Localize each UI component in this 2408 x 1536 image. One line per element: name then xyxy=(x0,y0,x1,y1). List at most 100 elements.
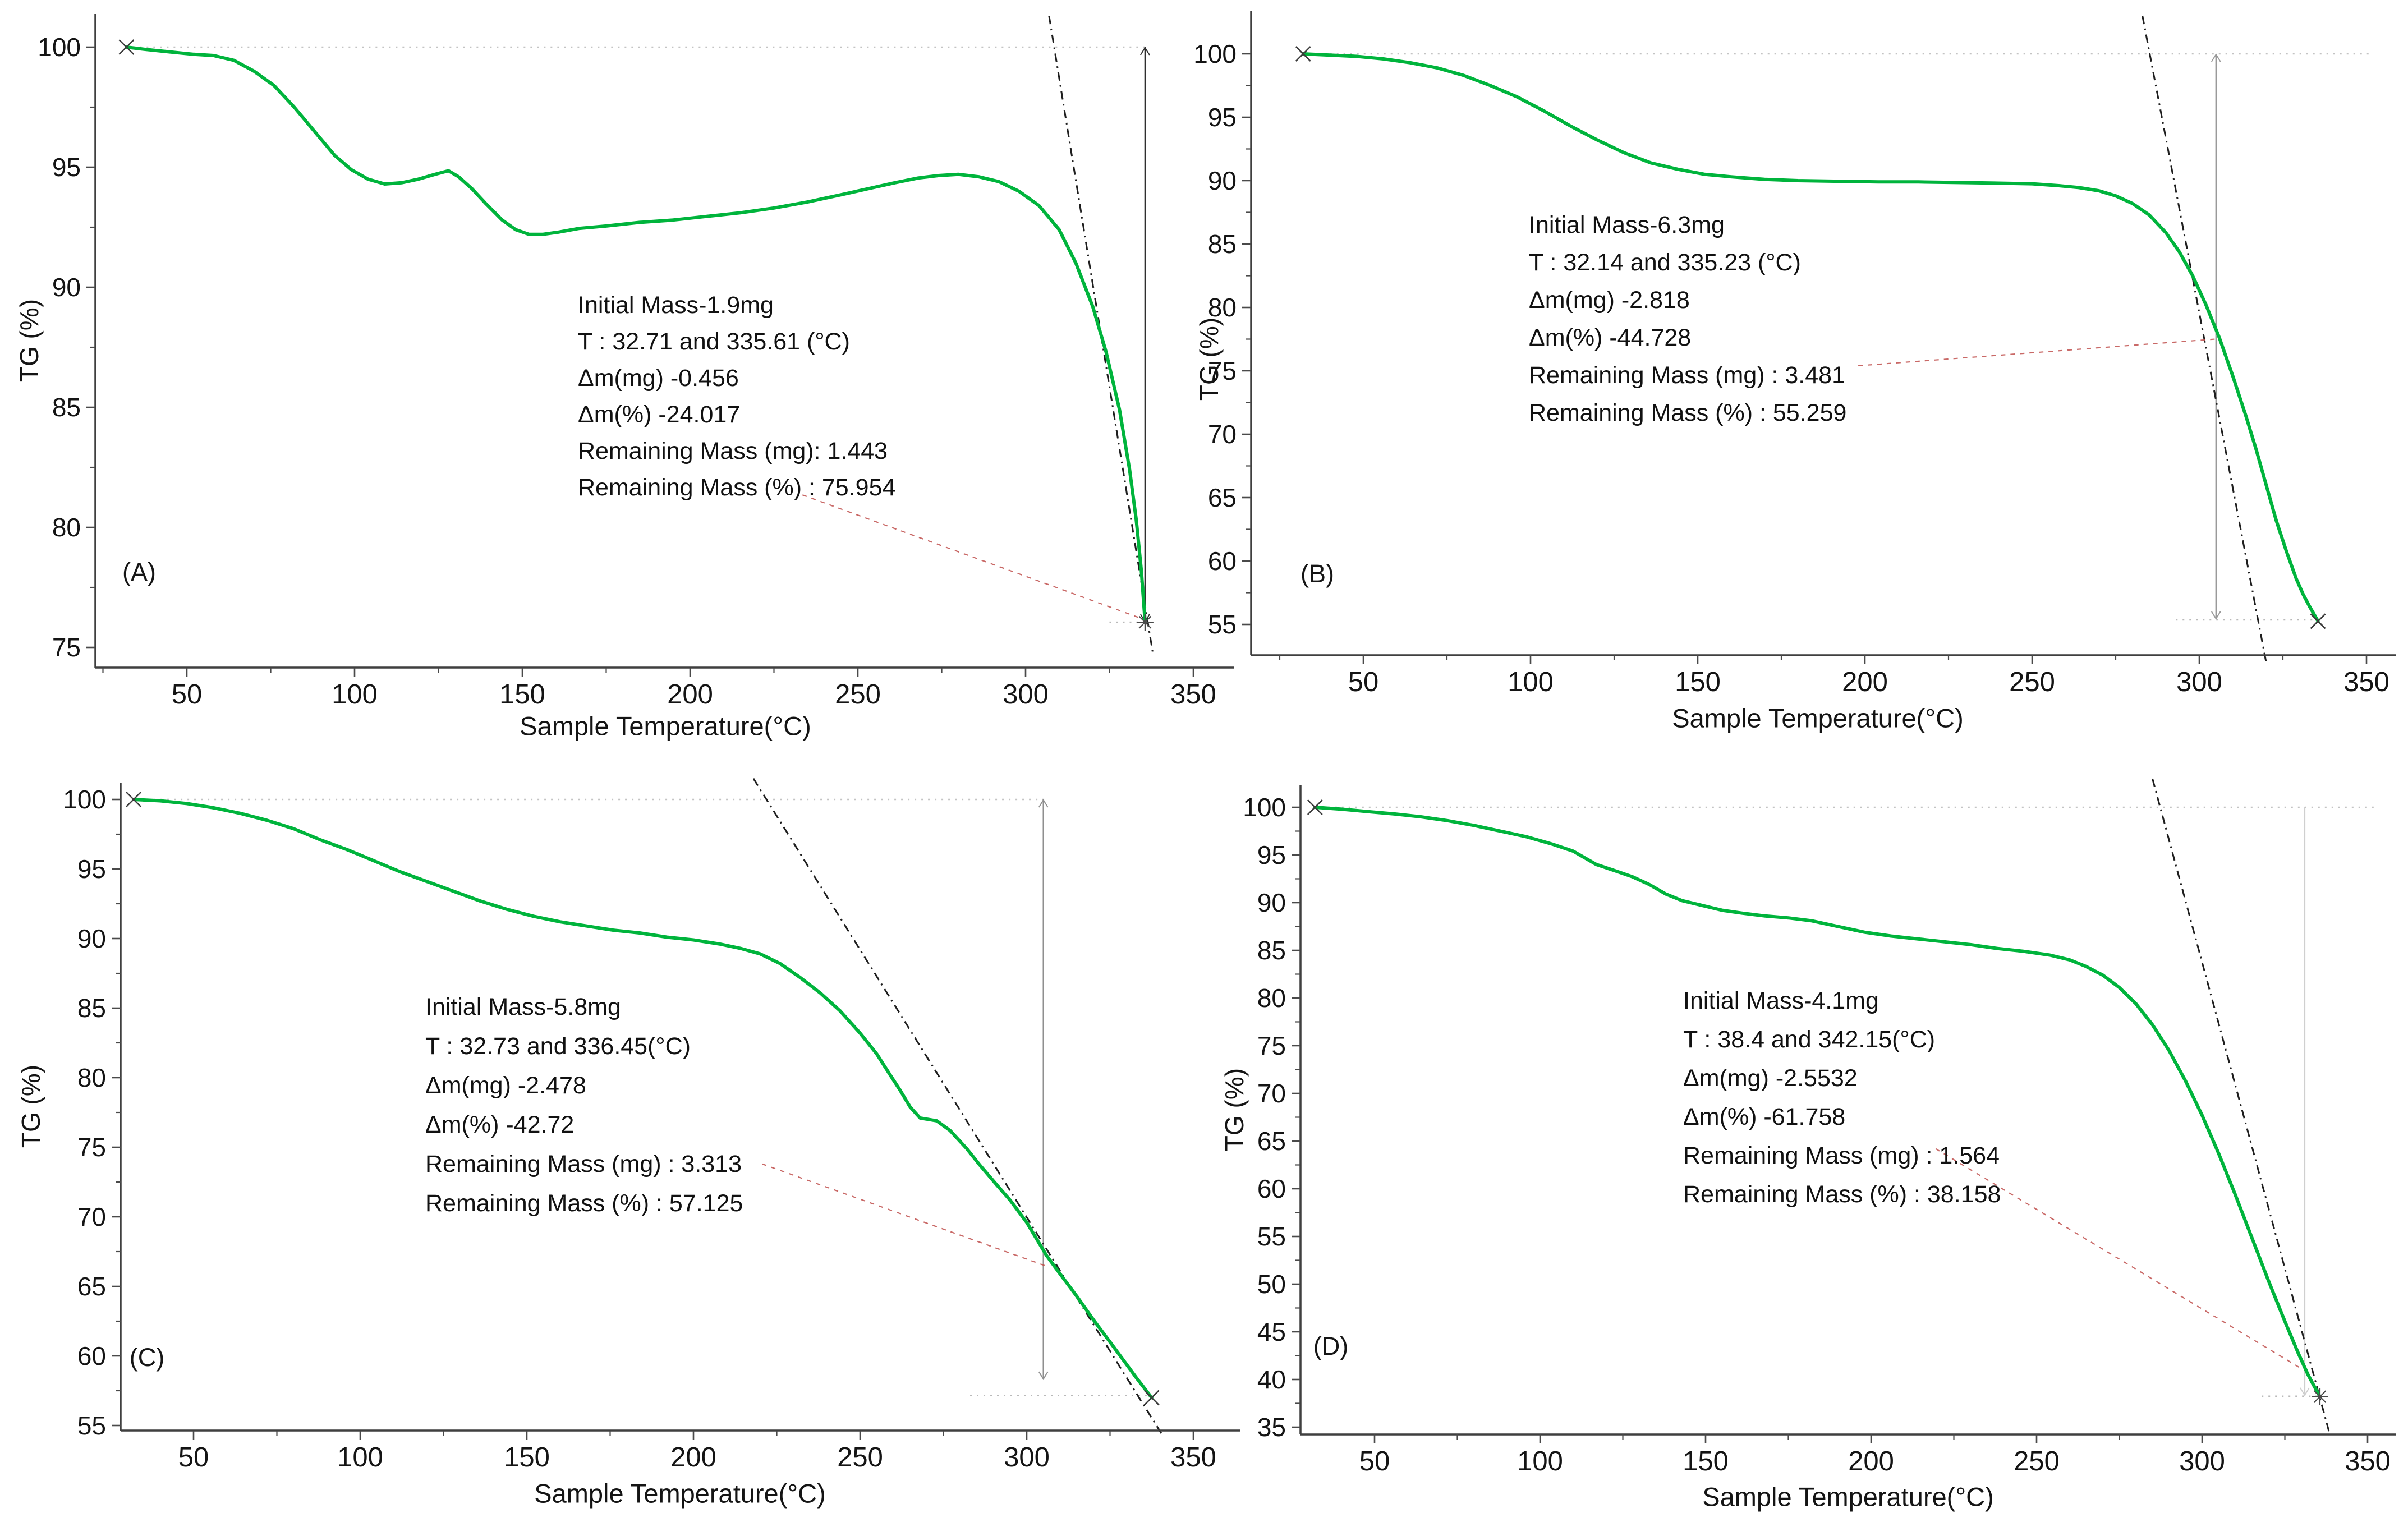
x-tick-label: 250 xyxy=(835,679,881,710)
axes-lines xyxy=(1299,785,2396,1436)
x-axis-title-c: Sample Temperature(°C) xyxy=(534,1478,826,1509)
y-tick-label: 85 xyxy=(52,393,81,422)
tangent-line xyxy=(1048,16,1154,655)
tg-curve xyxy=(1313,806,2322,1399)
y-axis-title-c: TG (%) xyxy=(16,1064,45,1148)
remaining-mass-leader-line xyxy=(761,1163,1049,1268)
annotation-block-d: Initial Mass-4.1mg T : 38.4 and 342.15(°… xyxy=(1683,982,2001,1214)
annotation-remaining-mass-mg: Remaining Mass (mg) : 1.564 xyxy=(1683,1142,2000,1169)
plot-panel-c: 50 100 150 200 250 300 350 100 95 90 85 80 75 70 65 60 5… xyxy=(63,778,1240,1473)
axes-lines xyxy=(94,14,1234,669)
tangent-line xyxy=(2142,15,2267,663)
annotation-remaining-mass-pct: Remaining Mass (%) : 38.158 xyxy=(1683,1181,2001,1208)
y-tick-label: 80 xyxy=(77,1063,106,1092)
y-tick-label: 80 xyxy=(1208,293,1237,322)
annotation-temperature-range: T : 32.14 and 335.23 (°C) xyxy=(1529,249,1801,276)
y-tick-label: 85 xyxy=(1208,229,1237,259)
y-tick-label: 75 xyxy=(1257,1031,1286,1060)
x-tick-label: 300 xyxy=(2176,667,2222,697)
annotation-delta-m-pct: Δm(%) -44.728 xyxy=(1529,324,1692,351)
remaining-mass-leader-line xyxy=(1858,338,2216,367)
y-tick-label: 80 xyxy=(1257,983,1286,1013)
annotation-initial-mass: Initial Mass-5.8mg xyxy=(425,994,621,1020)
y-tick-label: 50 xyxy=(1257,1270,1286,1299)
y-tick-label: 65 xyxy=(1257,1126,1286,1156)
x-tick-label: 100 xyxy=(1508,667,1554,697)
y-tick-label: 90 xyxy=(1208,166,1237,195)
tg-curve xyxy=(125,45,1147,623)
y-tick-label: 45 xyxy=(1257,1317,1286,1346)
tg-curve xyxy=(1301,52,2320,623)
x-tick-label: 250 xyxy=(837,1442,883,1473)
tg-curve xyxy=(132,798,1154,1400)
y-tick-label: 100 xyxy=(1193,39,1237,68)
plot-panel-b: 50 100 150 200 250 300 350 100 95 90 85 80 75 70 65 60 5… xyxy=(1193,11,2396,697)
panel-label-c: (C) xyxy=(129,1343,165,1372)
annotation-block-c: Initial Mass-5.8mg T : 32.73 and 336.45(… xyxy=(425,987,743,1223)
annotation-remaining-mass-mg: Remaining Mass (mg) : 3.481 xyxy=(1529,362,1845,389)
annotation-block-a: Initial Mass-1.9mg T : 32.71 and 335.61 … xyxy=(578,287,895,506)
y-tick-label: 35 xyxy=(1257,1413,1286,1442)
y-tick-label: 85 xyxy=(77,994,106,1023)
x-tick-label: 300 xyxy=(2179,1446,2225,1477)
annotation-initial-mass: Initial Mass-4.1mg xyxy=(1683,987,1879,1014)
y-tick-label: 85 xyxy=(1257,936,1286,965)
y-tick-label: 70 xyxy=(77,1202,106,1231)
x-tick-label: 200 xyxy=(670,1442,716,1473)
x-tick-label: 350 xyxy=(1170,1442,1216,1473)
y-tick-label: 65 xyxy=(1208,483,1237,512)
annotation-remaining-mass-pct: Remaining Mass (%) : 75.954 xyxy=(578,474,896,501)
y-tick-label: 95 xyxy=(1208,103,1237,132)
x-tick-label: 300 xyxy=(1004,1442,1050,1473)
annotation-remaining-mass-pct: Remaining Mass (%) : 55.259 xyxy=(1529,399,1847,426)
x-tick-label: 300 xyxy=(1003,679,1049,710)
y-tick-label: 70 xyxy=(1208,420,1237,449)
plot-panel-a: 50 100 150 200 250 300 350 100 95 90 85 80 75 xyxy=(38,14,1234,710)
annotation-delta-m-mg: Δm(mg) -2.818 xyxy=(1529,287,1690,314)
axes-lines xyxy=(1250,11,2396,656)
x-tick-label: 200 xyxy=(667,679,713,710)
annotation-initial-mass: Initial Mass-6.3mg xyxy=(1529,211,1725,238)
y-tick-label: 90 xyxy=(77,924,106,953)
x-tick-label: 50 xyxy=(1348,667,1379,697)
panel-label-a: (A) xyxy=(122,558,156,586)
remaining-mass-leader-line xyxy=(1935,1148,2301,1369)
y-tick-label: 55 xyxy=(77,1411,106,1440)
annotation-delta-m-mg: Δm(mg) -0.456 xyxy=(578,365,739,392)
tangent-line xyxy=(2152,778,2331,1435)
y-tick-label: 95 xyxy=(77,854,106,884)
y-tick-label: 90 xyxy=(1257,888,1286,917)
y-axis-title-b: TG (%) xyxy=(1194,317,1224,401)
remaining-mass-leader-line xyxy=(802,494,1142,619)
y-tick-label: 75 xyxy=(1208,356,1237,385)
x-tick-label: 50 xyxy=(1359,1446,1390,1477)
x-tick-label: 350 xyxy=(2345,1446,2391,1477)
x-tick-label: 350 xyxy=(1170,679,1216,710)
y-tick-label: 70 xyxy=(1257,1079,1286,1108)
y-axis-title-d: TG (%) xyxy=(1220,1068,1249,1152)
annotation-temperature-range: T : 32.73 and 336.45(°C) xyxy=(425,1033,691,1060)
tangent-line xyxy=(752,778,1164,1437)
annotation-remaining-mass-mg: Remaining Mass (mg): 1.443 xyxy=(578,438,888,465)
annotation-delta-m-pct: Δm(%) -42.72 xyxy=(425,1111,575,1138)
x-axis-title-a: Sample Temperature(°C) xyxy=(520,711,811,741)
x-tick-label: 100 xyxy=(337,1442,383,1473)
y-tick-label: 65 xyxy=(77,1272,106,1301)
y-tick-label: 100 xyxy=(1243,793,1286,822)
y-tick-label: 90 xyxy=(52,273,81,302)
annotation-remaining-mass-mg: Remaining Mass (mg) : 3.313 xyxy=(425,1151,742,1178)
axes-lines xyxy=(120,783,1240,1432)
y-tick-label: 100 xyxy=(38,33,81,62)
y-tick-label: 100 xyxy=(63,785,106,814)
y-axis-title-a: TG (%) xyxy=(15,298,44,383)
y-tick-label: 40 xyxy=(1257,1365,1286,1394)
y-tick-label: 75 xyxy=(52,633,81,662)
y-tick-label: 60 xyxy=(1208,546,1237,576)
x-tick-label: 100 xyxy=(332,679,378,710)
annotation-remaining-mass-pct: Remaining Mass (%) : 57.125 xyxy=(425,1190,743,1217)
y-tick-label: 95 xyxy=(52,153,81,182)
annotation-delta-m-pct: Δm(%) -61.758 xyxy=(1683,1103,1846,1130)
x-tick-label: 250 xyxy=(2009,667,2055,697)
